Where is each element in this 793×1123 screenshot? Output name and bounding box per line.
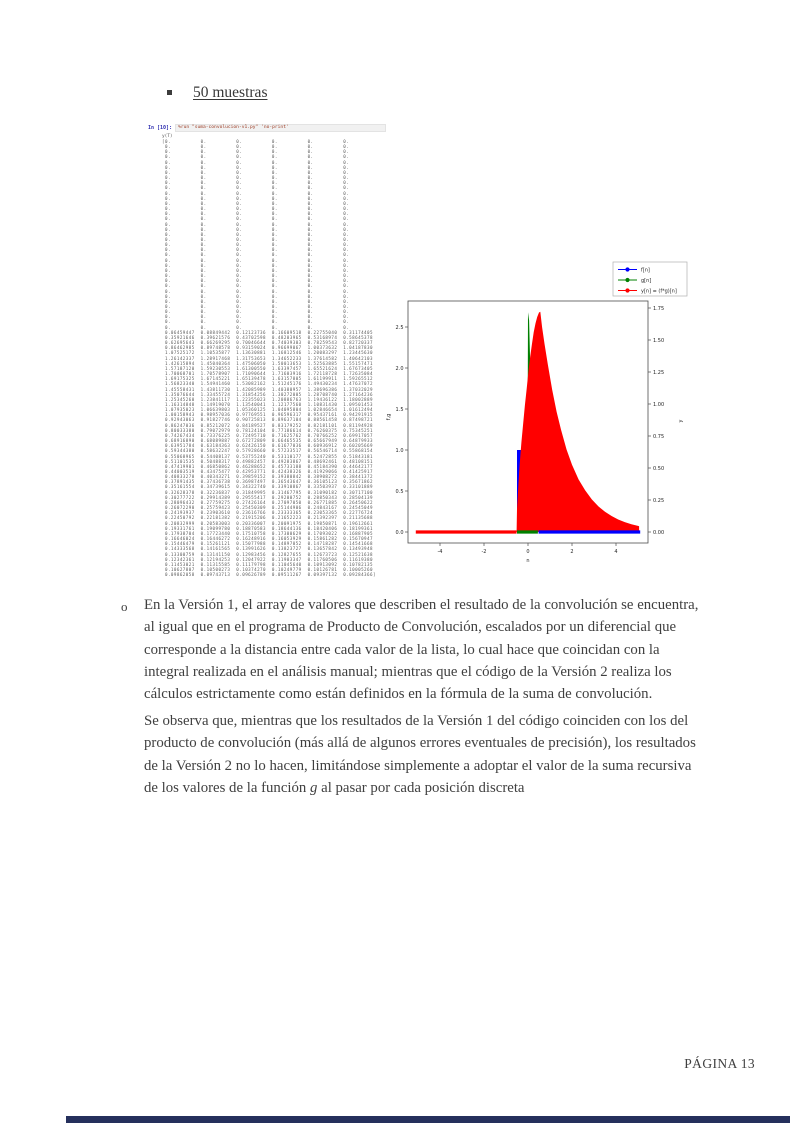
square-bullet-icon [167, 90, 172, 95]
console-input-line: In [10]: %run "suma-convolucion-v1.py" '… [148, 123, 386, 132]
legend-label-f: f[n] [641, 267, 650, 273]
paragraph-line: corresponde a la distancia entre cada va… [144, 641, 660, 658]
console-command: %run "suma-convolucion-v1.py" 'no-print' [175, 123, 386, 132]
svg-text:0.75: 0.75 [653, 434, 664, 440]
legend-label-g: g[n] [641, 278, 651, 284]
bottom-navy-bar [66, 1116, 790, 1123]
paragraph-line: producto de convolución (más allá de alg… [144, 735, 696, 752]
paragraph-line: cálculos estrictamente como están defini… [144, 686, 653, 703]
svg-text:4: 4 [614, 549, 617, 555]
svg-text:1.00: 1.00 [653, 402, 664, 408]
paragraph-line: Se observa que, mientras que los resulta… [144, 713, 689, 729]
series-shape [516, 311, 640, 532]
svg-text:1.25: 1.25 [653, 370, 664, 376]
svg-text:0.5: 0.5 [396, 489, 404, 495]
svg-text:-4: -4 [438, 549, 443, 555]
paragraph-line: integral realizada en el análisis manual… [144, 663, 672, 680]
svg-text:0.25: 0.25 [653, 498, 664, 504]
console-screenshot: In [10]: %run "suma-convolucion-v1.py" '… [148, 123, 386, 578]
console-prompt: In [10]: [148, 124, 173, 131]
svg-text:2.0: 2.0 [396, 366, 404, 372]
paragraph-1: En la Versión 1, el array de valores que… [144, 594, 756, 705]
svg-text:1.5: 1.5 [396, 407, 404, 413]
heading-row: 50 muestras [167, 84, 267, 101]
svg-text:2: 2 [570, 549, 573, 555]
svg-text:-2: -2 [482, 549, 487, 555]
paragraph-bullet: o [121, 599, 128, 614]
plot-series [415, 311, 641, 534]
legend-markers [618, 267, 637, 293]
page-footer: PÁGINA 13 [684, 1056, 755, 1071]
y-axis-label-right: y [678, 419, 684, 422]
console-output-header: y(T) [162, 134, 173, 139]
x-axis-label: n [526, 558, 529, 564]
y-axis-label-left: f,g [386, 414, 392, 421]
paragraph-2: Se observa que, mientras que los resulta… [144, 710, 756, 799]
svg-text:0.0: 0.0 [396, 530, 404, 536]
svg-text:1.0: 1.0 [396, 448, 404, 454]
svg-text:1.50: 1.50 [653, 338, 664, 344]
paragraph-line: En la Versión 1, el array de valores que… [144, 597, 699, 613]
paragraph-line: al igual que en el programa de Producto … [144, 619, 677, 636]
section-heading: 50 muestras [193, 84, 268, 101]
legend: f[n] g[n] y[n] = (f*g)[n] [612, 261, 688, 297]
svg-text:2.5: 2.5 [396, 325, 404, 331]
plot-svg: -4 -2 0 2 4 0.0 0.5 1.0 1.5 2.0 2.5 0.00 0.25 0.50 0.7… [386, 261, 688, 564]
svg-text:0.50: 0.50 [653, 466, 664, 472]
paragraph-line: de los valores de la función g al pasar … [144, 779, 525, 796]
convolution-chart: -4 -2 0 2 4 0.0 0.5 1.0 1.5 2.0 2.5 0.00 0.25 0.50 0.7… [380, 255, 700, 590]
svg-text:0.00: 0.00 [653, 530, 664, 536]
console-output-rows: [0. 0. 0. 0. 0. 0. 0. 0. 0. 0. 0. 0. 0. … [162, 139, 376, 578]
svg-text:0: 0 [526, 549, 529, 555]
paragraph-line: de la Versión 2 no lo hacen, limitándose… [144, 757, 692, 774]
svg-text:1.75: 1.75 [653, 306, 664, 312]
plot-ticks: -4 -2 0 2 4 0.0 0.5 1.0 1.5 2.0 2.5 0.00 0.25 0.50 0.7… [396, 306, 665, 555]
legend-label-y: y[n] = (f*g)[n] [641, 288, 677, 294]
